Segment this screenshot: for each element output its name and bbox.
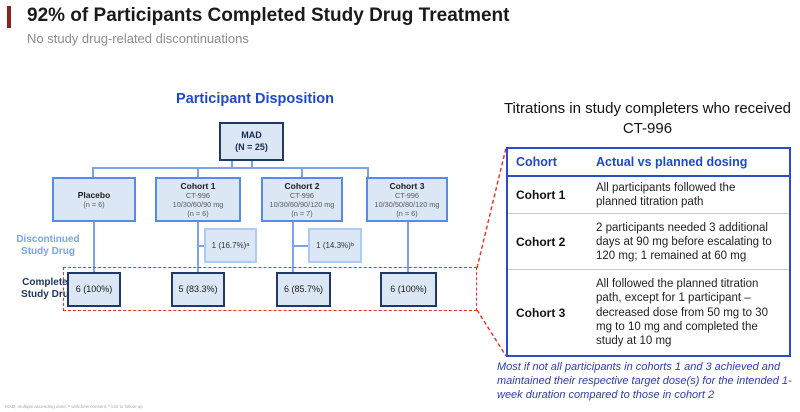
cohort2-dose: 10/30/60/90/120 mg — [269, 200, 335, 210]
completed-row-highlight — [63, 267, 477, 311]
table-header-row: Cohort Actual vs planned dosing — [508, 149, 789, 177]
cohort-cell: Cohort 3 — [516, 305, 566, 320]
table-row: Cohort 1 All participants followed the p… — [508, 177, 789, 215]
slide-title: 92% of Participants Completed Study Drug… — [27, 5, 510, 26]
cohort2-discontinued-box: 1 (14.3%)ᵇ — [308, 228, 362, 263]
cohort-cell: Cohort 2 — [516, 234, 566, 249]
cohort3-dose: 10/30/50/80/120 mg — [374, 200, 440, 210]
header-dosing: Actual vs planned dosing — [596, 155, 748, 169]
cohort2-name: Cohort 2 — [284, 180, 320, 191]
takeaway-note: Most if not all participants in cohorts … — [497, 361, 792, 401]
title-accent-bar — [7, 6, 11, 28]
placebo-completed-box: 6 (100%) — [67, 272, 121, 307]
cohort1-n: (n = 6) — [187, 209, 209, 219]
dosing-cell: 2 participants needed 3 additional days … — [596, 221, 772, 262]
cohort2-completed-box: 6 (85.7%) — [276, 272, 331, 307]
cohort1-discontinued-box: 1 (16.7%)ᵃ — [204, 228, 257, 263]
header-cohort: Cohort — [516, 155, 557, 169]
cohort1-name: Cohort 1 — [180, 180, 216, 191]
mad-n: (N = 25) — [235, 141, 268, 152]
titration-panel-title: Titrations in study completers who recei… — [503, 100, 792, 137]
dosing-cell: All participants followed the planned ti… — [596, 182, 736, 209]
cohort2-n: (n = 7) — [291, 209, 313, 219]
discontinued-row-label: Discontinued Study Drug — [16, 234, 80, 257]
cohort1-completed-box: 5 (83.3%) — [171, 272, 225, 307]
cohort1-drug: CT-996 — [186, 191, 210, 201]
table-row: Cohort 2 2 participants needed 3 additio… — [508, 214, 789, 271]
placebo-box: Placebo (n = 6) — [52, 177, 136, 222]
cohort2-box: Cohort 2 CT-996 10/30/60/90/120 mg (n = … — [261, 177, 343, 222]
cohort1-box: Cohort 1 CT-996 10/30/60/90 mg (n = 6) — [155, 177, 241, 222]
mad-root-box: MAD (N = 25) — [219, 122, 284, 161]
placebo-n: (n = 6) — [83, 200, 105, 210]
fineprint-footnote: MAD, multiple ascending dose; ᵃ withdrew… — [5, 404, 143, 409]
cohort3-drug: CT-996 — [395, 191, 419, 201]
flowchart-heading: Participant Disposition — [176, 91, 334, 107]
table-row: Cohort 3 All followed the planned titrat… — [508, 270, 789, 355]
cohort3-box: Cohort 3 CT-996 10/30/50/80/120 mg (n = … — [366, 177, 448, 222]
placebo-name: Placebo — [77, 189, 111, 200]
titration-table: Cohort Actual vs planned dosing Cohort 1… — [506, 147, 791, 357]
mad-label: MAD — [241, 130, 262, 141]
cohort3-n: (n = 6) — [396, 209, 418, 219]
dosing-cell: All followed the planned titration path,… — [596, 278, 768, 347]
slide-subtitle: No study drug-related discontinuations — [27, 31, 249, 46]
cohort-cell: Cohort 1 — [516, 188, 566, 203]
cohort1-dose: 10/30/60/90 mg — [172, 200, 224, 210]
cohort3-completed-box: 6 (100%) — [380, 272, 437, 307]
cohort3-name: Cohort 3 — [389, 180, 425, 191]
cohort2-drug: CT-996 — [290, 191, 314, 201]
